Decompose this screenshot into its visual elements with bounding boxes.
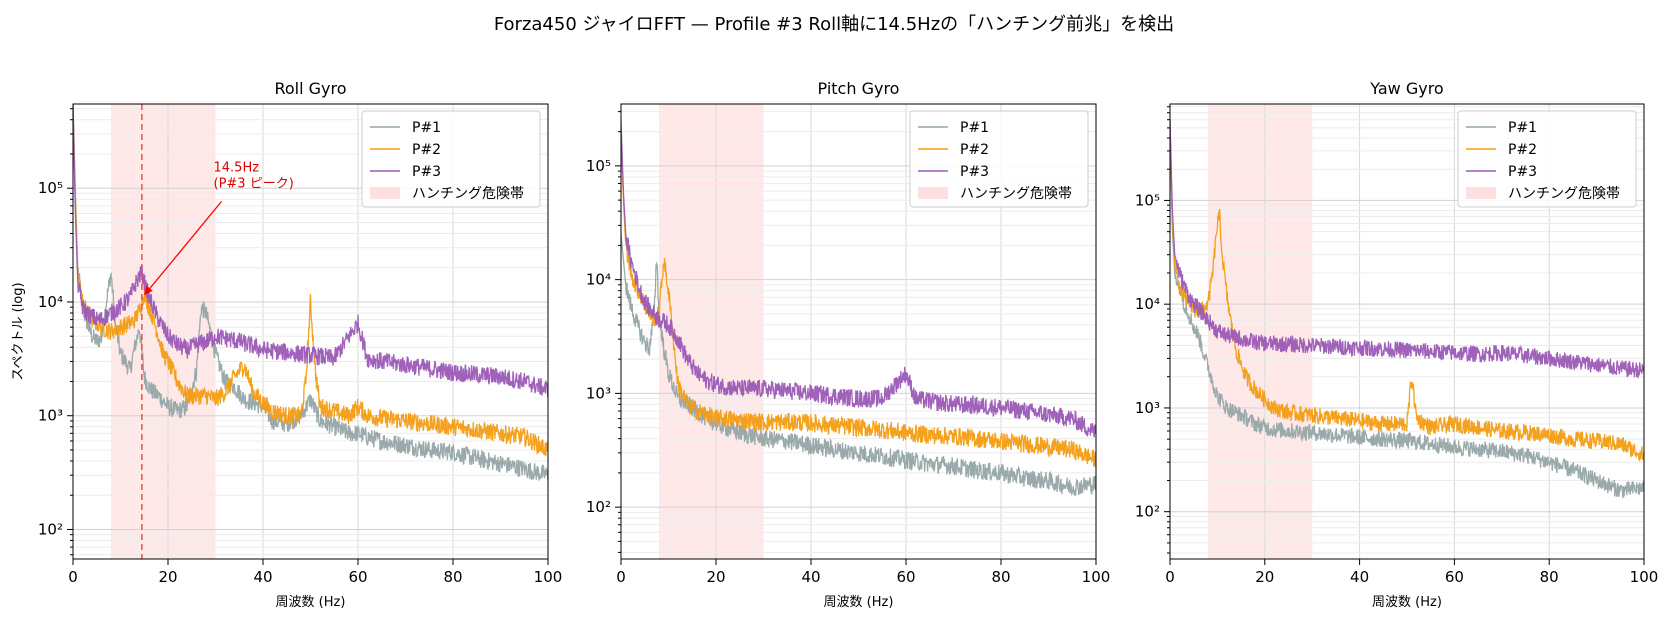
series-line-P1 (73, 104, 548, 482)
annotation-text: 14.5Hz (214, 161, 260, 176)
y-tick-label: 10³ (38, 407, 63, 425)
x-tick-label: 0 (1165, 568, 1175, 586)
annotation-arrowhead (143, 285, 153, 296)
x-tick-label: 40 (253, 568, 272, 586)
annotation-text: (P#3 ピーク) (214, 177, 294, 192)
legend-label: P#2 (412, 142, 441, 158)
legend-swatch-band (370, 187, 400, 199)
panel-pitch-gyro: Pitch Gyro 0 20 40 60 80 100 10² 10³ 10⁴ 10⁵ 周波数 (H… (586, 79, 1110, 610)
legend-swatch-band (918, 187, 948, 199)
panel-roll-gyro: Roll Gyro 14.5Hz(P#3 ピーク) 0 20 40 60 80 100 10² 1… (11, 79, 562, 610)
grid (67, 104, 549, 559)
legend-label: P#2 (960, 142, 989, 158)
y-axis-label: スペクトル (log) (11, 282, 26, 380)
y-tick-label: 10⁵ (38, 179, 63, 197)
annotation-arrow (145, 201, 223, 294)
x-axis-label: 周波数 (Hz) (276, 595, 346, 610)
y-tick-label: 10⁵ (1135, 191, 1160, 209)
x-tick-label: 40 (1350, 568, 1369, 586)
x-axis-label: 周波数 (Hz) (1372, 595, 1442, 610)
axes-frame (620, 103, 1097, 560)
legend-label: ハンチング危険帯 (412, 186, 524, 202)
series-line-P2 (73, 108, 548, 456)
x-tick-label: 20 (158, 568, 177, 586)
series-line-P3 (1170, 119, 1644, 379)
series-line-P2 (1170, 119, 1644, 462)
x-tick-label: 60 (896, 568, 915, 586)
series-line-P1 (621, 234, 1096, 497)
x-tick-label: 0 (616, 568, 626, 586)
x-tick-label: 20 (1255, 568, 1274, 586)
legend-label: P#3 (960, 164, 989, 180)
series-line-P1 (1170, 127, 1644, 499)
legend: P#1 P#2 P#3 ハンチング危険帯 (361, 110, 541, 208)
legend-label: ハンチング危険帯 (1508, 186, 1620, 202)
figure-title: Forza450 ジャイロFFT — Profile #3 Roll軸に14.5… (494, 14, 1174, 35)
panel-title: Pitch Gyro (818, 79, 900, 98)
y-tick-label: 10² (586, 498, 611, 516)
series-line-P3 (73, 104, 548, 397)
x-tick-label: 80 (1540, 568, 1559, 586)
x-tick-label: 100 (1082, 568, 1111, 586)
x-tick-label: 60 (1445, 568, 1464, 586)
y-tick-label: 10⁴ (1135, 295, 1160, 313)
x-tick-label: 20 (706, 568, 725, 586)
axes-frame (72, 103, 549, 560)
legend-label: ハンチング危険帯 (960, 186, 1072, 202)
hunting-danger-band (659, 104, 764, 559)
legend-swatch-band (1466, 187, 1496, 199)
x-tick-label: 0 (68, 568, 78, 586)
series-line-P2 (621, 131, 1096, 470)
panel-yaw-gyro: Yaw Gyro 0 20 40 60 80 100 10² 10³ 10⁴ 10⁵ 周波数 (Hz)… (1135, 79, 1658, 610)
x-tick-label: 100 (1630, 568, 1659, 586)
legend-box (909, 110, 1089, 208)
legend-box (1457, 110, 1637, 208)
legend-box (361, 110, 541, 208)
axes-frame (1169, 103, 1645, 560)
legend: P#1 P#2 P#3 ハンチング危険帯 (909, 110, 1089, 208)
panel-title: Roll Gyro (274, 79, 346, 98)
y-tick-label: 10² (38, 520, 63, 538)
legend-label: P#1 (412, 120, 441, 136)
x-axis-label: 周波数 (Hz) (824, 595, 894, 610)
x-tick-label: 100 (534, 568, 563, 586)
x-tick-label: 80 (991, 568, 1010, 586)
x-tick-label: 60 (348, 568, 367, 586)
legend-label: P#1 (1508, 120, 1537, 136)
y-tick-label: 10³ (1135, 399, 1160, 417)
panel-title: Yaw Gyro (1369, 79, 1443, 98)
y-tick-label: 10² (1135, 503, 1160, 521)
y-tick-label: 10³ (586, 384, 611, 402)
legend: P#1 P#2 P#3 ハンチング危険帯 (1457, 110, 1637, 208)
x-tick-label: 40 (801, 568, 820, 586)
x-tick-label: 80 (443, 568, 462, 586)
legend-label: P#2 (1508, 142, 1537, 158)
legend-label: P#3 (1508, 164, 1537, 180)
legend-label: P#1 (960, 120, 989, 136)
y-tick-label: 10⁴ (586, 271, 611, 289)
legend-label: P#3 (412, 164, 441, 180)
y-tick-label: 10⁵ (586, 157, 611, 175)
series-line-P3 (621, 120, 1096, 438)
y-tick-label: 10⁴ (38, 293, 63, 311)
